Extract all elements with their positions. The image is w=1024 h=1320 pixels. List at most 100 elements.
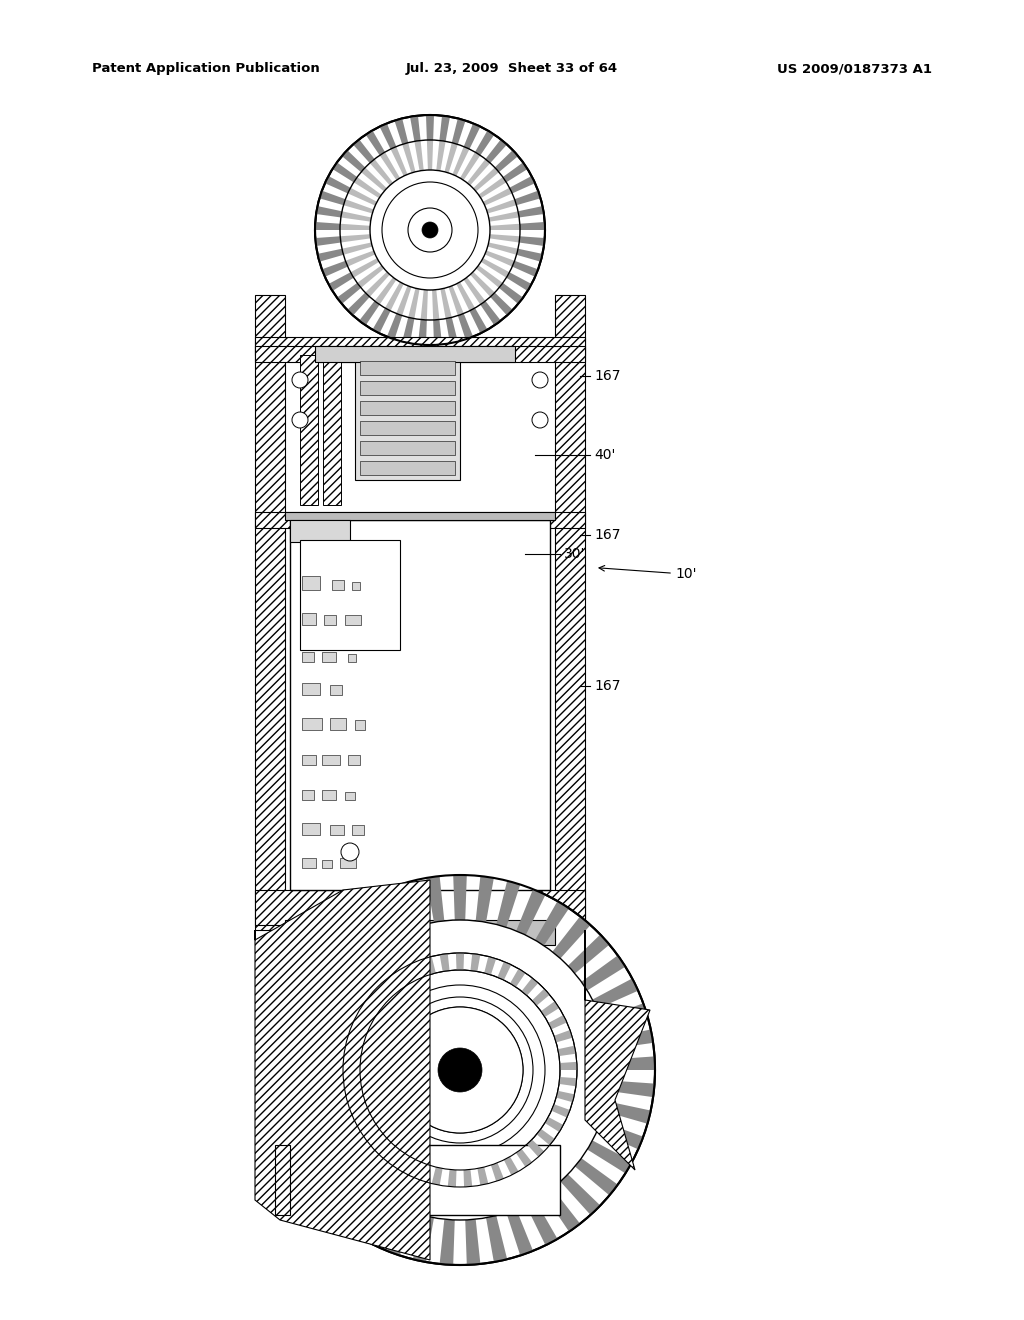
- Wedge shape: [461, 264, 472, 276]
- Wedge shape: [343, 1061, 360, 1071]
- Wedge shape: [444, 143, 458, 173]
- Wedge shape: [525, 1200, 557, 1245]
- Circle shape: [341, 843, 359, 861]
- Bar: [340, 942, 358, 958]
- Wedge shape: [267, 1030, 313, 1049]
- Wedge shape: [506, 272, 531, 290]
- Bar: [330, 685, 342, 696]
- Wedge shape: [317, 248, 343, 261]
- Bar: [302, 755, 316, 766]
- Wedge shape: [373, 308, 390, 334]
- Wedge shape: [489, 223, 520, 230]
- Wedge shape: [319, 1175, 359, 1214]
- Wedge shape: [516, 248, 543, 261]
- Wedge shape: [375, 277, 396, 305]
- Wedge shape: [460, 152, 480, 181]
- Wedge shape: [447, 1170, 457, 1187]
- Wedge shape: [380, 152, 400, 181]
- Wedge shape: [495, 150, 518, 172]
- Wedge shape: [472, 251, 484, 260]
- Wedge shape: [485, 140, 507, 164]
- Wedge shape: [322, 261, 348, 277]
- Wedge shape: [340, 234, 371, 243]
- Bar: [255, 346, 585, 362]
- Wedge shape: [315, 236, 341, 246]
- Wedge shape: [333, 162, 357, 182]
- Wedge shape: [420, 277, 426, 290]
- Wedge shape: [370, 230, 382, 235]
- Wedge shape: [319, 190, 345, 205]
- Wedge shape: [541, 1002, 559, 1016]
- Circle shape: [310, 920, 610, 1220]
- Polygon shape: [255, 880, 430, 1261]
- Wedge shape: [551, 1105, 570, 1118]
- Bar: [275, 1144, 290, 1214]
- Wedge shape: [475, 131, 495, 156]
- Wedge shape: [554, 1030, 572, 1043]
- Wedge shape: [454, 875, 467, 920]
- Bar: [255, 337, 585, 355]
- Wedge shape: [288, 1140, 333, 1173]
- Wedge shape: [489, 234, 520, 243]
- Circle shape: [397, 1007, 523, 1133]
- Wedge shape: [426, 115, 434, 140]
- Wedge shape: [295, 956, 339, 990]
- Bar: [255, 355, 285, 931]
- Bar: [360, 401, 455, 414]
- Bar: [348, 653, 356, 663]
- Bar: [332, 579, 344, 590]
- Wedge shape: [415, 140, 424, 170]
- Wedge shape: [315, 222, 340, 230]
- Wedge shape: [452, 119, 466, 144]
- Wedge shape: [597, 1121, 643, 1150]
- Wedge shape: [516, 890, 546, 935]
- Text: 30': 30': [564, 548, 586, 561]
- Wedge shape: [282, 978, 328, 1008]
- Bar: [352, 582, 360, 590]
- Wedge shape: [484, 251, 515, 267]
- Wedge shape: [316, 206, 342, 218]
- Wedge shape: [382, 978, 398, 995]
- Circle shape: [438, 1048, 482, 1092]
- Wedge shape: [544, 1188, 580, 1232]
- Wedge shape: [409, 288, 420, 318]
- Wedge shape: [535, 902, 569, 945]
- Wedge shape: [454, 269, 465, 282]
- Wedge shape: [478, 224, 490, 230]
- Wedge shape: [402, 143, 416, 173]
- Wedge shape: [464, 187, 476, 199]
- Circle shape: [532, 372, 548, 388]
- Wedge shape: [329, 272, 353, 290]
- Wedge shape: [390, 147, 408, 176]
- Bar: [322, 789, 336, 800]
- Circle shape: [360, 970, 560, 1170]
- Text: 10': 10': [599, 565, 697, 581]
- Bar: [360, 461, 455, 475]
- Bar: [324, 615, 336, 624]
- Wedge shape: [426, 876, 444, 923]
- Bar: [302, 682, 319, 696]
- Wedge shape: [608, 1081, 654, 1097]
- Wedge shape: [480, 301, 501, 325]
- Wedge shape: [344, 1045, 362, 1056]
- Wedge shape: [395, 178, 406, 190]
- Wedge shape: [520, 222, 545, 230]
- Wedge shape: [376, 1139, 393, 1156]
- Wedge shape: [458, 181, 469, 193]
- Bar: [302, 718, 322, 730]
- Bar: [340, 858, 356, 869]
- Wedge shape: [512, 261, 538, 277]
- Wedge shape: [353, 177, 382, 198]
- Circle shape: [422, 222, 438, 238]
- Bar: [555, 294, 585, 355]
- Wedge shape: [353, 1015, 372, 1030]
- Wedge shape: [469, 195, 482, 206]
- Text: 167: 167: [594, 528, 621, 541]
- Bar: [315, 346, 515, 362]
- Wedge shape: [384, 261, 396, 272]
- Wedge shape: [410, 275, 418, 288]
- Text: 167: 167: [594, 680, 621, 693]
- Bar: [300, 540, 400, 649]
- Wedge shape: [366, 131, 385, 156]
- Wedge shape: [394, 969, 410, 987]
